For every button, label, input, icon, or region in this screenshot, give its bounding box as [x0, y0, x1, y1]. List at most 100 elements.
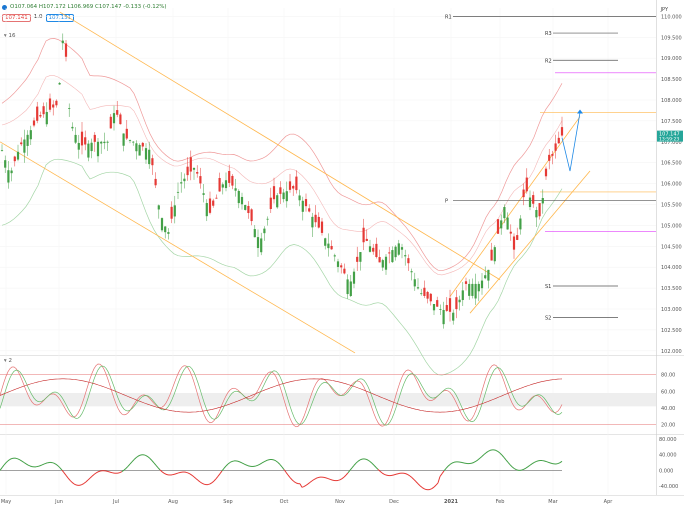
uptrend-lower-line	[469, 170, 591, 314]
osc1-tick-label: 20.00	[661, 423, 675, 429]
osc2-segment	[217, 473, 221, 477]
pivot-label: P	[445, 198, 448, 204]
osc2-segment	[345, 472, 349, 476]
candle-body	[212, 200, 215, 206]
osc2-segment	[123, 467, 127, 471]
candle-body	[468, 283, 471, 296]
oscillator-label[interactable]: ▾ 2	[4, 358, 13, 364]
osc2-segment	[69, 479, 73, 483]
candle-body	[151, 158, 154, 166]
osc2-segment	[261, 461, 265, 464]
osc2-segment	[547, 461, 551, 464]
candle-body	[336, 261, 340, 267]
candle-body	[458, 299, 461, 303]
osc1-slow-line	[0, 365, 563, 426]
candle-body	[490, 249, 493, 261]
osc2-segment	[383, 473, 387, 476]
osc2-segment	[543, 460, 547, 462]
candle-body	[384, 256, 388, 270]
osc2-segment	[503, 457, 507, 461]
candle-body	[391, 250, 394, 263]
osc2-segment	[395, 473, 399, 475]
osc2-segment	[409, 475, 413, 479]
osc2-segment	[487, 449, 491, 452]
osc2-segment	[109, 471, 113, 474]
time-tick-label: Nov	[335, 499, 345, 505]
candle-body	[554, 143, 557, 151]
candle-body	[234, 188, 237, 191]
candle-body	[548, 154, 551, 161]
osc2-segment	[443, 468, 447, 472]
osc2-segment	[27, 464, 31, 467]
osc2-segment	[509, 464, 513, 468]
osc2-segment	[355, 460, 359, 464]
osc2-segment	[173, 473, 177, 475]
candle-body	[180, 182, 183, 184]
candle-body	[346, 279, 349, 295]
candle-body	[196, 172, 199, 174]
osc2-segment	[349, 467, 353, 471]
candle-body	[525, 177, 528, 192]
osc2-segment	[247, 465, 251, 467]
candle-body	[301, 200, 304, 212]
osc2-segment	[67, 477, 71, 481]
osc2-segment	[421, 486, 425, 490]
candle-body	[122, 133, 125, 146]
osc2-segment	[149, 458, 153, 461]
osc2-segment	[295, 482, 299, 485]
osc2-tick-label: 0.000	[659, 468, 673, 474]
candle-body	[413, 279, 416, 287]
candle-body	[455, 297, 458, 310]
candle-body	[170, 206, 173, 219]
candle-body	[20, 142, 23, 145]
candle-body	[205, 203, 208, 217]
osc2-segment	[439, 473, 443, 477]
candle-body	[317, 216, 320, 228]
osc2-segment	[431, 486, 435, 489]
candle-body	[442, 310, 445, 325]
osc2-segment	[377, 469, 381, 472]
osc2-segment	[159, 469, 163, 473]
candle-body	[292, 186, 295, 189]
osc2-segment	[161, 471, 165, 474]
osc2-segment	[239, 461, 243, 464]
candle-body	[311, 216, 314, 228]
time-tick-label: Oct	[280, 499, 289, 505]
osc2-segment	[127, 463, 131, 467]
price-tick-label: 106.500	[661, 161, 682, 167]
candle-body	[532, 195, 535, 204]
candle-body	[135, 143, 138, 152]
main-indicator-label[interactable]: ▾ 16	[4, 33, 16, 39]
osc2-segment	[229, 461, 233, 463]
candle-body	[237, 190, 240, 204]
osc2-segment	[357, 459, 361, 462]
sell-price-box[interactable]: 107.141	[2, 14, 31, 22]
candle-body	[557, 137, 560, 144]
projection-arrow	[561, 112, 581, 172]
osc2-segment	[7, 458, 11, 462]
osc2-segment	[209, 482, 213, 485]
price-tick-label: 105.000	[661, 223, 682, 229]
candle-body	[439, 309, 442, 310]
osc2-segment	[241, 462, 245, 465]
osc2-segment	[89, 475, 93, 479]
price-tick-label: 103.500	[661, 286, 682, 292]
buy-price-box[interactable]: 107.151	[45, 14, 75, 22]
osc2-segment	[61, 469, 65, 474]
candle-body	[500, 220, 503, 229]
osc2-segment	[201, 482, 205, 485]
candle-body	[125, 128, 128, 139]
osc2-segment	[343, 474, 347, 478]
osc2-segment	[29, 465, 33, 468]
osc2-segment	[339, 478, 343, 481]
candle-body	[560, 127, 564, 136]
osc2-segment	[429, 488, 433, 490]
candle-body	[112, 113, 116, 124]
candle-body	[32, 120, 36, 126]
middle-band	[1, 75, 563, 276]
candle-body	[160, 218, 164, 231]
candle-body	[445, 305, 448, 311]
osc2-segment	[225, 463, 229, 467]
osc2-segment	[0, 467, 3, 471]
